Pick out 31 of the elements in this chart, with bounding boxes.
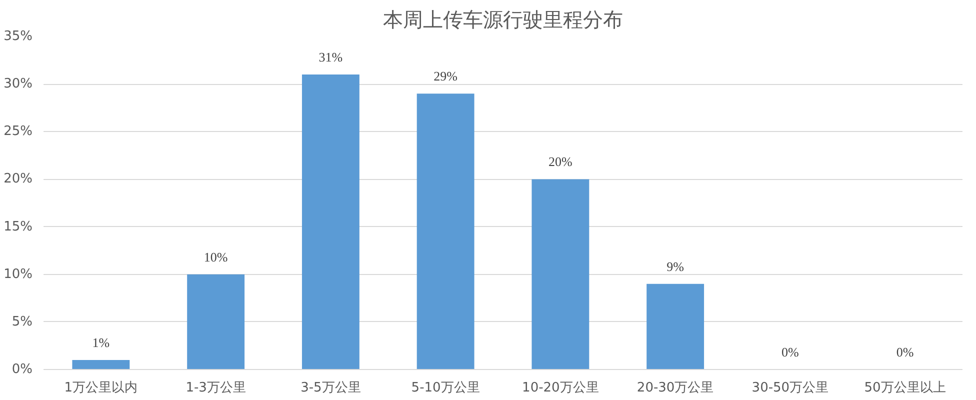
data-label: 10% <box>204 249 228 264</box>
y-tick-label: 25% <box>4 124 33 140</box>
x-tick-label: 10-20万公里 <box>522 380 599 396</box>
data-label: 31% <box>318 50 343 65</box>
bar <box>187 274 245 370</box>
x-tick-label: 1-3万公里 <box>186 380 246 396</box>
y-tick-label: 30% <box>4 76 33 92</box>
y-tick-label: 10% <box>4 266 33 282</box>
x-tick-label: 3-5万公里 <box>300 380 361 396</box>
bar <box>532 179 590 370</box>
data-label: 9% <box>666 258 684 274</box>
y-tick-label: 35% <box>4 29 33 44</box>
bar <box>72 360 130 370</box>
x-tick-label: 30-50万公里 <box>752 380 829 396</box>
y-tick-label: 15% <box>4 219 33 234</box>
data-label: 29% <box>434 68 458 84</box>
x-tick-label: 50万公里以上 <box>864 380 946 396</box>
x-tick-label: 5-10万公里 <box>411 380 480 396</box>
bar <box>646 284 704 370</box>
y-tick-label: 5% <box>12 314 32 330</box>
y-tick-label: 20% <box>4 172 33 187</box>
x-tick-label: 20-30万公里 <box>636 380 714 396</box>
data-label: 0% <box>896 344 914 360</box>
bar <box>416 94 474 370</box>
data-label: 1% <box>92 334 110 350</box>
y-tick-label: 0% <box>12 362 32 377</box>
chart-title: 本周上传车源行驶里程分布 <box>383 8 623 32</box>
data-label: 0% <box>782 344 800 360</box>
bar <box>302 74 360 370</box>
x-tick-label: 1万公里以内 <box>64 380 138 396</box>
data-label: 20% <box>548 154 573 170</box>
